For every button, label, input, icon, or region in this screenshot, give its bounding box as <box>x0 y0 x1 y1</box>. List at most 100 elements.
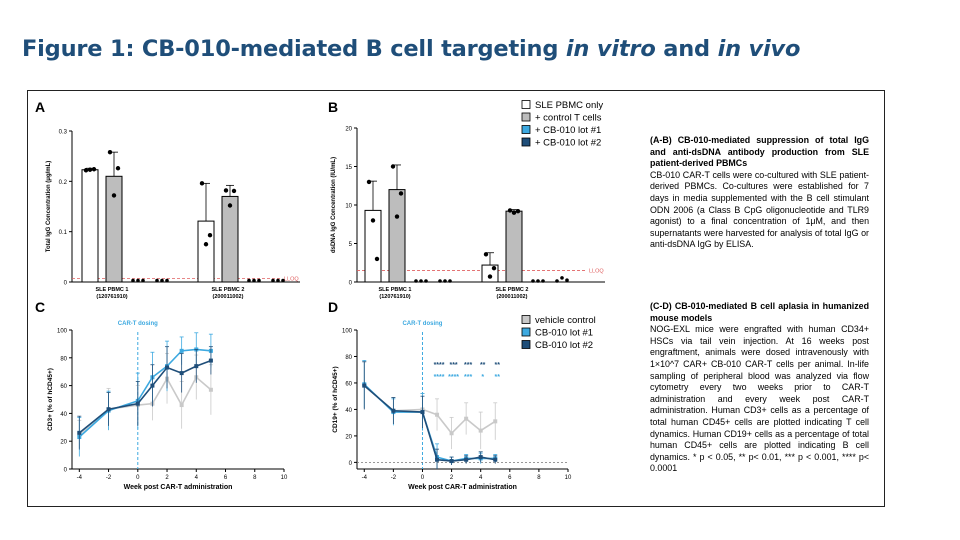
significance-lot2: **** <box>434 362 445 369</box>
point-vehicle-control <box>493 419 498 424</box>
point-cb-010-lot-2 <box>194 364 199 369</box>
panel-label-b: B <box>328 99 338 115</box>
panel-label-c: C <box>35 299 45 315</box>
data-point <box>531 279 535 283</box>
point-cb-010-lot-2 <box>106 407 111 412</box>
y-tick-label: 20 <box>60 440 67 446</box>
data-point <box>247 278 251 283</box>
x-tick-label: 6 <box>224 475 228 481</box>
data-point <box>257 278 261 283</box>
series-line-vehicle-control <box>363 384 496 435</box>
significance-lot1: **** <box>434 374 445 381</box>
data-point <box>115 166 121 171</box>
bar-sle-pbmc-only <box>81 169 99 283</box>
x-tick-label: 8 <box>537 475 541 481</box>
data-point <box>271 278 275 283</box>
point-cb-010-lot-2 <box>150 383 155 388</box>
title-italic-1: in vitro <box>565 36 656 62</box>
y-tick-label: 0 <box>64 281 68 287</box>
y-tick-label: 15 <box>345 165 352 171</box>
data-point <box>276 278 280 283</box>
series-line-cb-010-lot-1 <box>363 383 496 462</box>
series-line-vehicle-control <box>78 376 212 435</box>
y-axis-title: CD19+ (% of hCD45+) <box>332 366 339 432</box>
figure-title: Figure 1: CB-010-mediated B cell targeti… <box>22 36 800 62</box>
panel-label-a: A <box>35 99 45 115</box>
significance-lot1: **** <box>448 374 459 381</box>
data-point <box>370 218 376 223</box>
point-cb-010-lot-2 <box>77 430 82 435</box>
data-point <box>511 210 517 215</box>
lloq-label: LLOQ <box>284 276 299 282</box>
legend-label-control-t-cells: + control T cells <box>535 113 602 124</box>
series-line-cb-010-lot-1 <box>78 348 211 438</box>
legend-label-cb-010-lot-1: CB-010 lot #1 <box>535 328 593 339</box>
group-label: SLE PBMC 1 <box>378 287 411 293</box>
legend-swatch-cb-010-lot-2 <box>521 340 531 349</box>
data-point <box>111 193 117 198</box>
data-point <box>203 242 209 247</box>
x-tick-label: 2 <box>450 475 454 481</box>
data-point <box>565 278 569 283</box>
group-label: SLE PBMC 2 <box>495 287 528 293</box>
significance-lot2: *** <box>449 362 457 369</box>
y-tick-label: 0 <box>349 281 353 287</box>
y-tick-label: 20 <box>345 127 352 133</box>
x-tick-label: 0 <box>136 475 140 481</box>
data-point <box>366 179 372 185</box>
x-tick-label: 4 <box>195 475 199 481</box>
bar-control-t-cells <box>388 189 406 283</box>
x-axis-title: Week post CAR-T administration <box>408 484 517 491</box>
text-cd-block: (C-D) CB-010-mediated B cell aplasia in … <box>650 301 869 475</box>
x-tick-label: 6 <box>508 475 512 481</box>
significance-lot1: ** <box>495 374 501 381</box>
group-label: SLE PBMC 2 <box>211 287 244 293</box>
point-vehicle-control <box>464 416 469 421</box>
y-tick-label: 100 <box>57 329 68 335</box>
data-point <box>131 278 135 283</box>
title-mid: and <box>655 36 718 62</box>
group-sublabel: (120761910) <box>379 294 410 300</box>
point-vehicle-control <box>478 428 483 433</box>
legend-swatch-control-t-cells <box>521 112 531 122</box>
bar-control-t-cells <box>221 195 239 283</box>
data-point <box>207 232 213 238</box>
panel-label-d: D <box>328 299 338 315</box>
data-point <box>160 278 164 283</box>
significance-lot1: * <box>481 374 484 381</box>
x-tick-label: 8 <box>253 475 257 481</box>
data-point <box>83 168 89 173</box>
point-vehicle-control <box>449 431 454 436</box>
data-point <box>515 208 521 214</box>
legend-swatch-sle-pbmc-only <box>521 100 531 109</box>
y-tick-label: 0.2 <box>59 180 68 186</box>
legend-label-cb-010-lot-2: CB-010 lot #2 <box>535 340 593 351</box>
y-tick-label: 100 <box>342 329 353 335</box>
text-ab-heading: (A-B) CB-010-mediated suppression of tot… <box>650 135 869 169</box>
data-point <box>424 279 428 283</box>
point-cb-010-lot-2 <box>493 457 498 462</box>
data-point <box>155 278 159 283</box>
title-prefix: Figure 1: CB-010-mediated B cell targeti… <box>22 36 566 62</box>
y-tick-label: 5 <box>349 242 353 248</box>
text-ab-body: CB-010 CAR-T cells were co-cultured with… <box>650 169 869 250</box>
data-point <box>448 279 452 283</box>
text-cd-heading: (C-D) CB-010-mediated B cell aplasia in … <box>650 301 869 323</box>
y-axis-title: dsDNA IgG Concentration (IU/mL) <box>331 157 337 253</box>
data-point <box>199 181 205 186</box>
y-tick-label: 40 <box>345 408 352 414</box>
data-point <box>165 278 169 283</box>
point-cb-010-lot-2 <box>464 457 469 462</box>
data-point <box>414 279 418 283</box>
data-point <box>487 274 493 279</box>
x-tick-label: -2 <box>106 475 112 481</box>
x-tick-label: 10 <box>281 475 288 481</box>
group-sublabel: (200011002) <box>497 294 528 300</box>
y-tick-label: 40 <box>60 412 67 418</box>
significance-lot2: *** <box>464 362 472 369</box>
group-sublabel: (120761910) <box>96 294 127 300</box>
group-sublabel: (200011002) <box>213 294 244 300</box>
significance-lot1: *** <box>464 374 472 381</box>
title-italic-2: in vivo <box>717 36 801 62</box>
data-point <box>555 279 559 283</box>
